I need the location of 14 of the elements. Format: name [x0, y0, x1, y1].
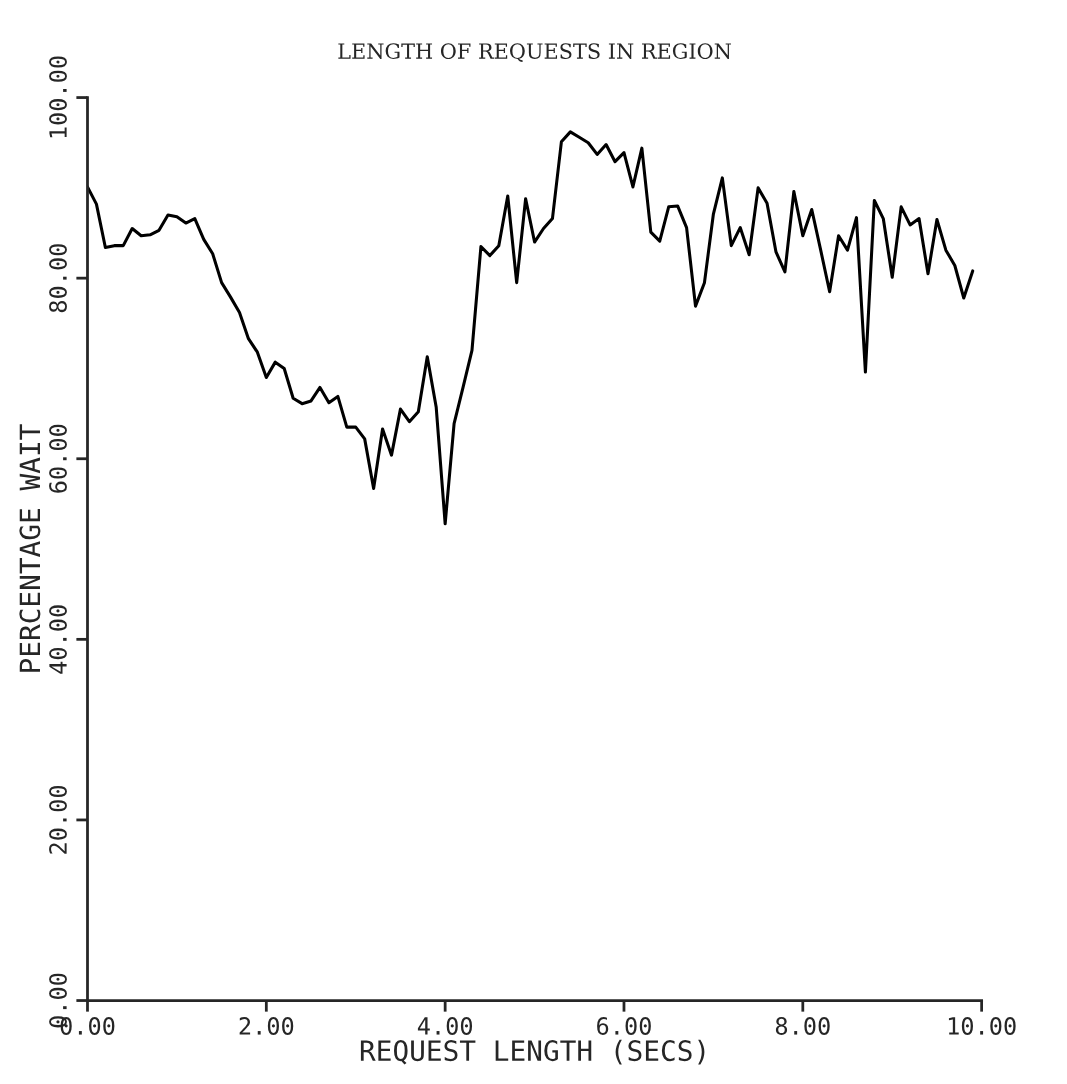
y-tick-label: 100.00: [49, 56, 67, 138]
chart-title: LENGTH OF REQUESTS IN REGION: [338, 43, 732, 63]
x-tick-label: 2.00: [239, 1017, 294, 1035]
y-tick-label: 80.00: [49, 244, 67, 313]
x-axis-title: REQUEST LENGTH (SECS): [360, 1039, 705, 1065]
y-tick-label: 20.00: [49, 785, 67, 854]
y-tick-label: 40.00: [49, 605, 67, 674]
y-axis-title: PERCENTAGE WAIT: [19, 424, 41, 672]
x-tick-label: 6.00: [597, 1017, 651, 1035]
x-tick-label: 8.00: [775, 1017, 830, 1035]
x-tick-label: 10.00: [948, 1017, 1016, 1035]
line-series: [87, 130, 975, 526]
y-tick-label: 60.00: [49, 424, 67, 493]
x-tick-label: 4.00: [417, 1017, 473, 1035]
